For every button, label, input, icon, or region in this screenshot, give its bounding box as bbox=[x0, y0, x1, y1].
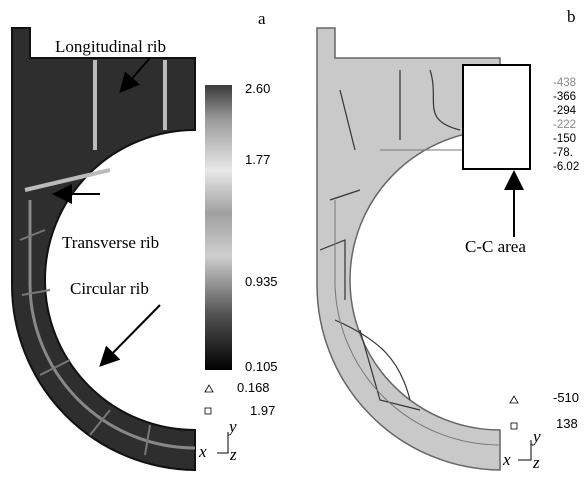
axis-label: y bbox=[531, 427, 541, 446]
axis-triad bbox=[518, 440, 531, 460]
contour-label: -222 bbox=[553, 119, 576, 131]
min-marker bbox=[205, 385, 213, 392]
max-value: 1.97 bbox=[250, 403, 275, 418]
contour-label: -150 bbox=[553, 133, 576, 145]
max-value: 138 bbox=[556, 416, 578, 431]
panel-b: b -438 -366 -294 -222 -150 -78. -6.02 C-… bbox=[317, 7, 579, 472]
axis-label: z bbox=[532, 453, 540, 472]
page: {"panel_a": {"label": "a", "annotations"… bbox=[0, 0, 586, 486]
contour-label: -294 bbox=[553, 105, 577, 117]
annotation: Longitudinal rib bbox=[55, 37, 166, 56]
contour-label: -78. bbox=[553, 147, 573, 159]
panel-a: a Longitudinal rib Transverse rib Circul… bbox=[12, 9, 278, 470]
axis-triad bbox=[217, 432, 228, 453]
colorbar-label: 1.77 bbox=[245, 152, 270, 167]
contour-label: -6.02 bbox=[553, 161, 579, 173]
max-marker bbox=[205, 408, 211, 414]
axis-label: x bbox=[198, 442, 207, 461]
contour-label: -366 bbox=[553, 91, 576, 103]
colorbar-label: 0.105 bbox=[245, 359, 278, 374]
min-value: -510 bbox=[553, 390, 579, 405]
max-marker bbox=[511, 423, 517, 429]
contour-label: -438 bbox=[553, 77, 576, 89]
min-value: 0.168 bbox=[237, 380, 270, 395]
axis-label: y bbox=[227, 417, 237, 436]
annotation: C-C area bbox=[465, 237, 526, 256]
annotation: Circular rib bbox=[70, 279, 149, 298]
panel-label: a bbox=[258, 9, 266, 28]
min-marker bbox=[510, 396, 518, 403]
colorbar-label: 2.60 bbox=[245, 81, 270, 96]
annotation: Transverse rib bbox=[62, 233, 159, 252]
axis-label: x bbox=[502, 450, 511, 469]
colorbar bbox=[205, 85, 232, 370]
axis-label: z bbox=[229, 445, 237, 464]
panel-label: b bbox=[567, 7, 576, 26]
arrow bbox=[102, 305, 160, 364]
figure: a Longitudinal rib Transverse rib Circul… bbox=[0, 0, 586, 486]
c-c-area-box bbox=[463, 65, 530, 169]
colorbar-label: 0.935 bbox=[245, 274, 278, 289]
